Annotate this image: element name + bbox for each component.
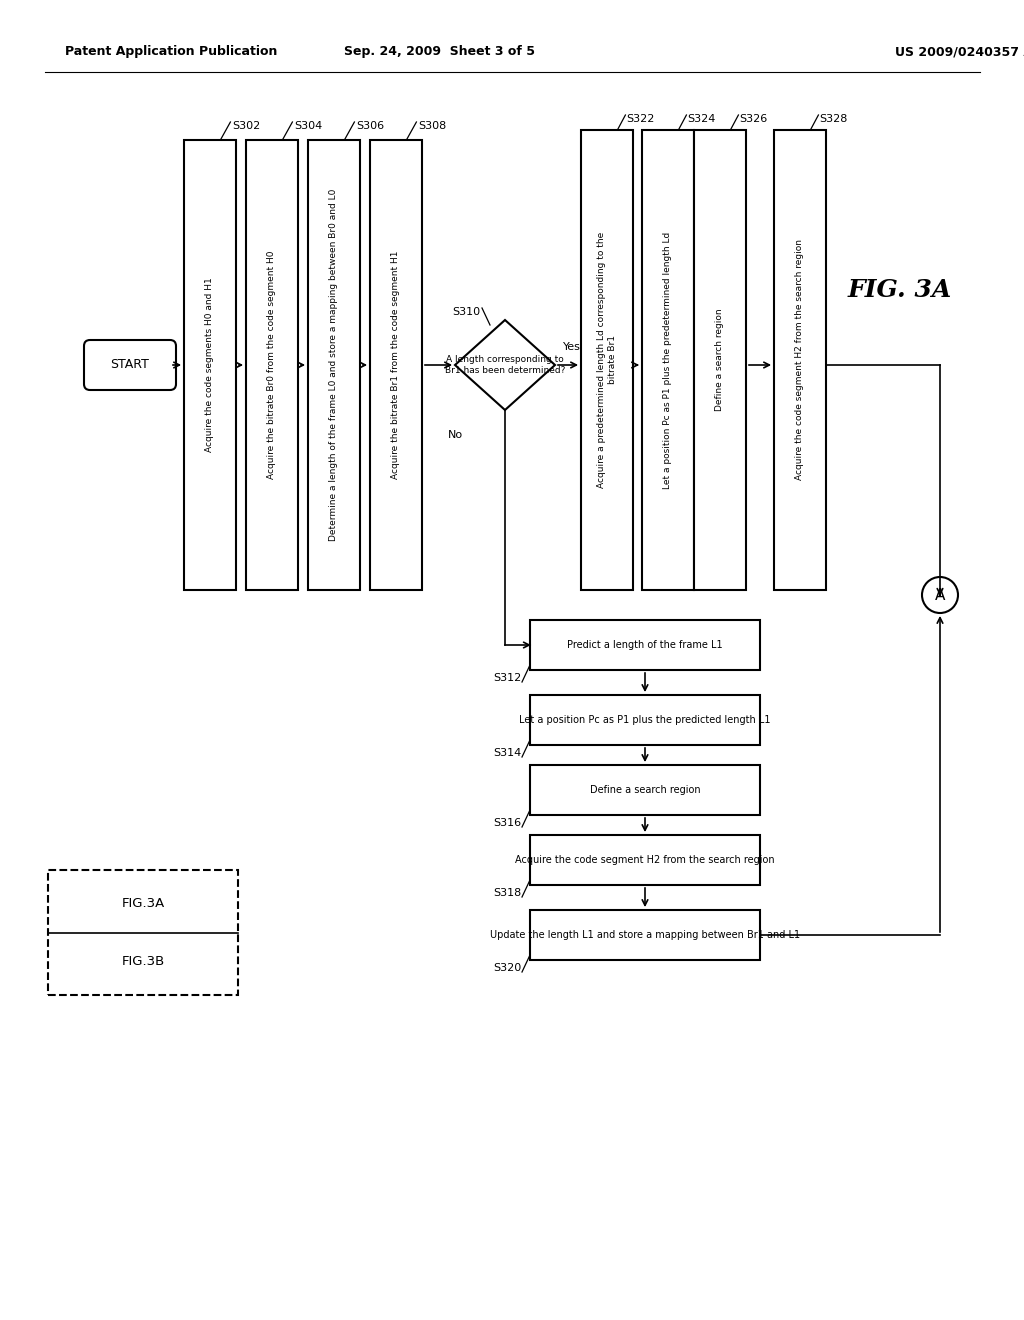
Bar bbox=[774, 129, 826, 590]
Bar bbox=[184, 140, 236, 590]
Text: Yes: Yes bbox=[563, 342, 581, 352]
Bar bbox=[246, 140, 298, 590]
Text: S304: S304 bbox=[295, 121, 323, 131]
Text: S316: S316 bbox=[493, 818, 521, 828]
Bar bbox=[530, 696, 760, 744]
Bar bbox=[581, 129, 633, 590]
Text: Define a search region: Define a search region bbox=[716, 309, 725, 412]
Text: Predict a length of the frame L1: Predict a length of the frame L1 bbox=[567, 640, 723, 649]
Bar bbox=[308, 140, 360, 590]
Text: Acquire a predetermined length Ld corresponding to the
bitrate Br1: Acquire a predetermined length Ld corres… bbox=[597, 232, 616, 488]
Text: START: START bbox=[111, 359, 150, 371]
Text: A: A bbox=[935, 587, 945, 602]
Text: FIG. 3A: FIG. 3A bbox=[848, 279, 952, 302]
Text: S310: S310 bbox=[452, 308, 480, 317]
Text: S328: S328 bbox=[819, 114, 848, 124]
FancyBboxPatch shape bbox=[84, 341, 176, 389]
Text: S302: S302 bbox=[232, 121, 261, 131]
Text: Acquire the code segments H0 and H1: Acquire the code segments H0 and H1 bbox=[206, 277, 214, 453]
Text: S314: S314 bbox=[493, 748, 521, 758]
Text: S322: S322 bbox=[627, 114, 654, 124]
Text: S308: S308 bbox=[419, 121, 446, 131]
Bar bbox=[530, 836, 760, 884]
Text: Patent Application Publication: Patent Application Publication bbox=[65, 45, 278, 58]
Text: No: No bbox=[447, 430, 463, 440]
Text: S312: S312 bbox=[493, 673, 521, 682]
Text: Let a position Pc as P1 plus the predetermined length Ld: Let a position Pc as P1 plus the predete… bbox=[664, 231, 673, 488]
Text: Define a search region: Define a search region bbox=[590, 785, 700, 795]
Bar bbox=[370, 140, 422, 590]
Bar bbox=[530, 909, 760, 960]
Bar bbox=[530, 620, 760, 671]
Text: Let a position Pc as P1 plus the predicted length L1: Let a position Pc as P1 plus the predict… bbox=[519, 715, 771, 725]
Text: US 2009/0240357 A1: US 2009/0240357 A1 bbox=[895, 45, 1024, 58]
Text: Sep. 24, 2009  Sheet 3 of 5: Sep. 24, 2009 Sheet 3 of 5 bbox=[344, 45, 536, 58]
Text: S306: S306 bbox=[356, 121, 385, 131]
Text: Acquire the code segment H2 from the search region: Acquire the code segment H2 from the sea… bbox=[796, 239, 805, 480]
Text: Acquire the bitrate Br0 from the code segment H0: Acquire the bitrate Br0 from the code se… bbox=[267, 251, 276, 479]
Text: S324: S324 bbox=[687, 114, 716, 124]
Text: Acquire the code segment H2 from the search region: Acquire the code segment H2 from the sea… bbox=[515, 855, 775, 865]
Text: Update the length L1 and store a mapping between Br1 and L1: Update the length L1 and store a mapping… bbox=[489, 931, 800, 940]
Text: Determine a length of the frame L0 and store a mapping between Br0 and L0: Determine a length of the frame L0 and s… bbox=[330, 189, 339, 541]
Text: FIG.3B: FIG.3B bbox=[122, 954, 165, 968]
Bar bbox=[694, 129, 746, 590]
Text: S320: S320 bbox=[493, 964, 521, 973]
Text: A length corresponding to
Br1 has been determined?: A length corresponding to Br1 has been d… bbox=[444, 355, 565, 375]
Bar bbox=[530, 766, 760, 814]
Text: S318: S318 bbox=[493, 888, 521, 898]
Text: Acquire the bitrate Br1 from the code segment H1: Acquire the bitrate Br1 from the code se… bbox=[391, 251, 400, 479]
Text: S326: S326 bbox=[739, 114, 768, 124]
Polygon shape bbox=[455, 319, 555, 411]
Text: FIG.3A: FIG.3A bbox=[122, 898, 165, 911]
Bar bbox=[48, 870, 238, 995]
Bar bbox=[642, 129, 694, 590]
